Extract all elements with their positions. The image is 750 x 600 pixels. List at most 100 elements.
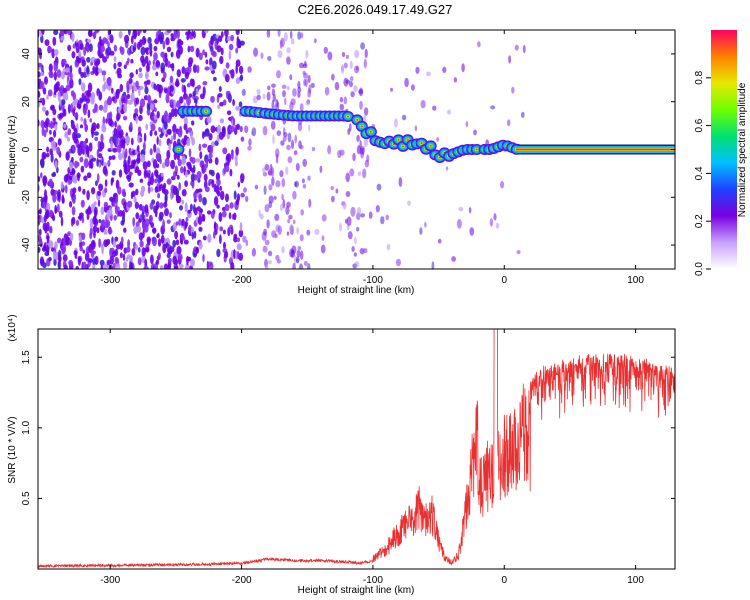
noise-blob (40, 172, 43, 179)
noise-blob (285, 205, 290, 215)
noise-blob (221, 127, 226, 138)
spectrogram-x-tick-label: -300 (100, 275, 120, 286)
noise-blob (78, 66, 82, 75)
noise-blob (151, 172, 154, 180)
noise-blob (108, 119, 113, 126)
ridge-blob (515, 148, 518, 151)
noise-blob (245, 239, 249, 247)
noise-blob (42, 201, 47, 209)
ridge-blob (205, 110, 208, 113)
noise-blob (58, 253, 61, 263)
noise-blob (65, 67, 70, 73)
noise-blob (350, 206, 356, 217)
noise-blob (276, 70, 281, 79)
noise-blob (138, 247, 141, 253)
noise-blob (281, 178, 286, 188)
noise-blob (321, 235, 325, 242)
noise-blob (147, 185, 151, 194)
noise-blob (80, 165, 85, 173)
noise-blob (153, 83, 157, 91)
noise-blob (143, 266, 149, 269)
noise-blob (86, 45, 90, 53)
noise-blob (133, 196, 137, 203)
noise-blob (45, 244, 50, 253)
noise-blob (156, 234, 160, 238)
noise-blob (205, 59, 209, 65)
noise-blob (236, 237, 241, 243)
noise-blob (362, 168, 367, 179)
noise-blob (105, 219, 111, 228)
ridge-blob (177, 148, 180, 151)
noise-blob (308, 84, 312, 94)
noise-blob (117, 61, 122, 67)
noise-blob (87, 82, 93, 93)
noise-blob (197, 215, 203, 225)
noise-blob (106, 259, 111, 266)
noise-blob (72, 92, 77, 101)
noise-blob (157, 238, 162, 247)
noise-blob (158, 30, 161, 34)
noise-blob (129, 121, 133, 129)
noise-blob (453, 77, 458, 83)
noise-blob (172, 239, 177, 248)
noise-blob (111, 87, 114, 94)
noise-blob (118, 169, 123, 178)
noise-blob (145, 71, 149, 80)
noise-blob (279, 203, 283, 212)
noise-blob (468, 207, 472, 214)
noise-blob (69, 72, 73, 81)
noise-blob (335, 188, 339, 194)
noise-blob (334, 81, 340, 91)
noise-blob (339, 96, 344, 103)
noise-blob (138, 232, 144, 241)
noise-blob (134, 201, 140, 209)
noise-blob (128, 78, 133, 84)
noise-blob (219, 234, 222, 245)
noise-blob (363, 114, 367, 123)
noise-blob (289, 223, 294, 234)
noise-blob (154, 178, 158, 184)
noise-blob (184, 202, 188, 213)
noise-blob (164, 52, 168, 59)
noise-blob (198, 193, 203, 203)
noise-blob (461, 63, 465, 73)
noise-blob (164, 194, 168, 204)
noise-blob (163, 71, 167, 79)
noise-blob (127, 155, 131, 165)
noise-blob (251, 247, 256, 257)
noise-blob (87, 206, 92, 215)
noise-blob (60, 181, 64, 190)
noise-blob (39, 240, 43, 248)
noise-blob (177, 253, 183, 261)
noise-blob (436, 137, 440, 142)
noise-blob (69, 201, 73, 208)
noise-blob (182, 140, 188, 146)
noise-blob (514, 44, 519, 51)
noise-blob (230, 261, 235, 269)
noise-blob (143, 38, 147, 44)
noise-blob (149, 49, 153, 57)
noise-blob (212, 51, 217, 58)
noise-blob (67, 231, 71, 237)
noise-blob (136, 145, 140, 152)
noise-blob (292, 190, 297, 200)
noise-blob (343, 62, 348, 69)
noise-blob (235, 47, 239, 54)
noise-blob (94, 136, 99, 142)
noise-blob (196, 171, 202, 179)
noise-blob (139, 178, 144, 183)
noise-blob (176, 174, 180, 180)
noise-blob (272, 93, 276, 102)
noise-blob (193, 174, 198, 181)
noise-blob (73, 112, 79, 118)
noise-blob (308, 124, 311, 132)
noise-blob (53, 129, 57, 138)
noise-blob (188, 224, 192, 233)
noise-blob (354, 261, 360, 268)
noise-blob (157, 252, 161, 260)
noise-blob (222, 229, 226, 235)
noise-blob (109, 50, 115, 56)
noise-blob (139, 137, 143, 143)
noise-blob (311, 146, 316, 152)
noise-blob (319, 165, 323, 173)
